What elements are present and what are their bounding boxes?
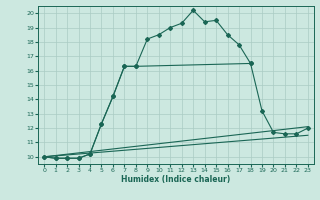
X-axis label: Humidex (Indice chaleur): Humidex (Indice chaleur) <box>121 175 231 184</box>
